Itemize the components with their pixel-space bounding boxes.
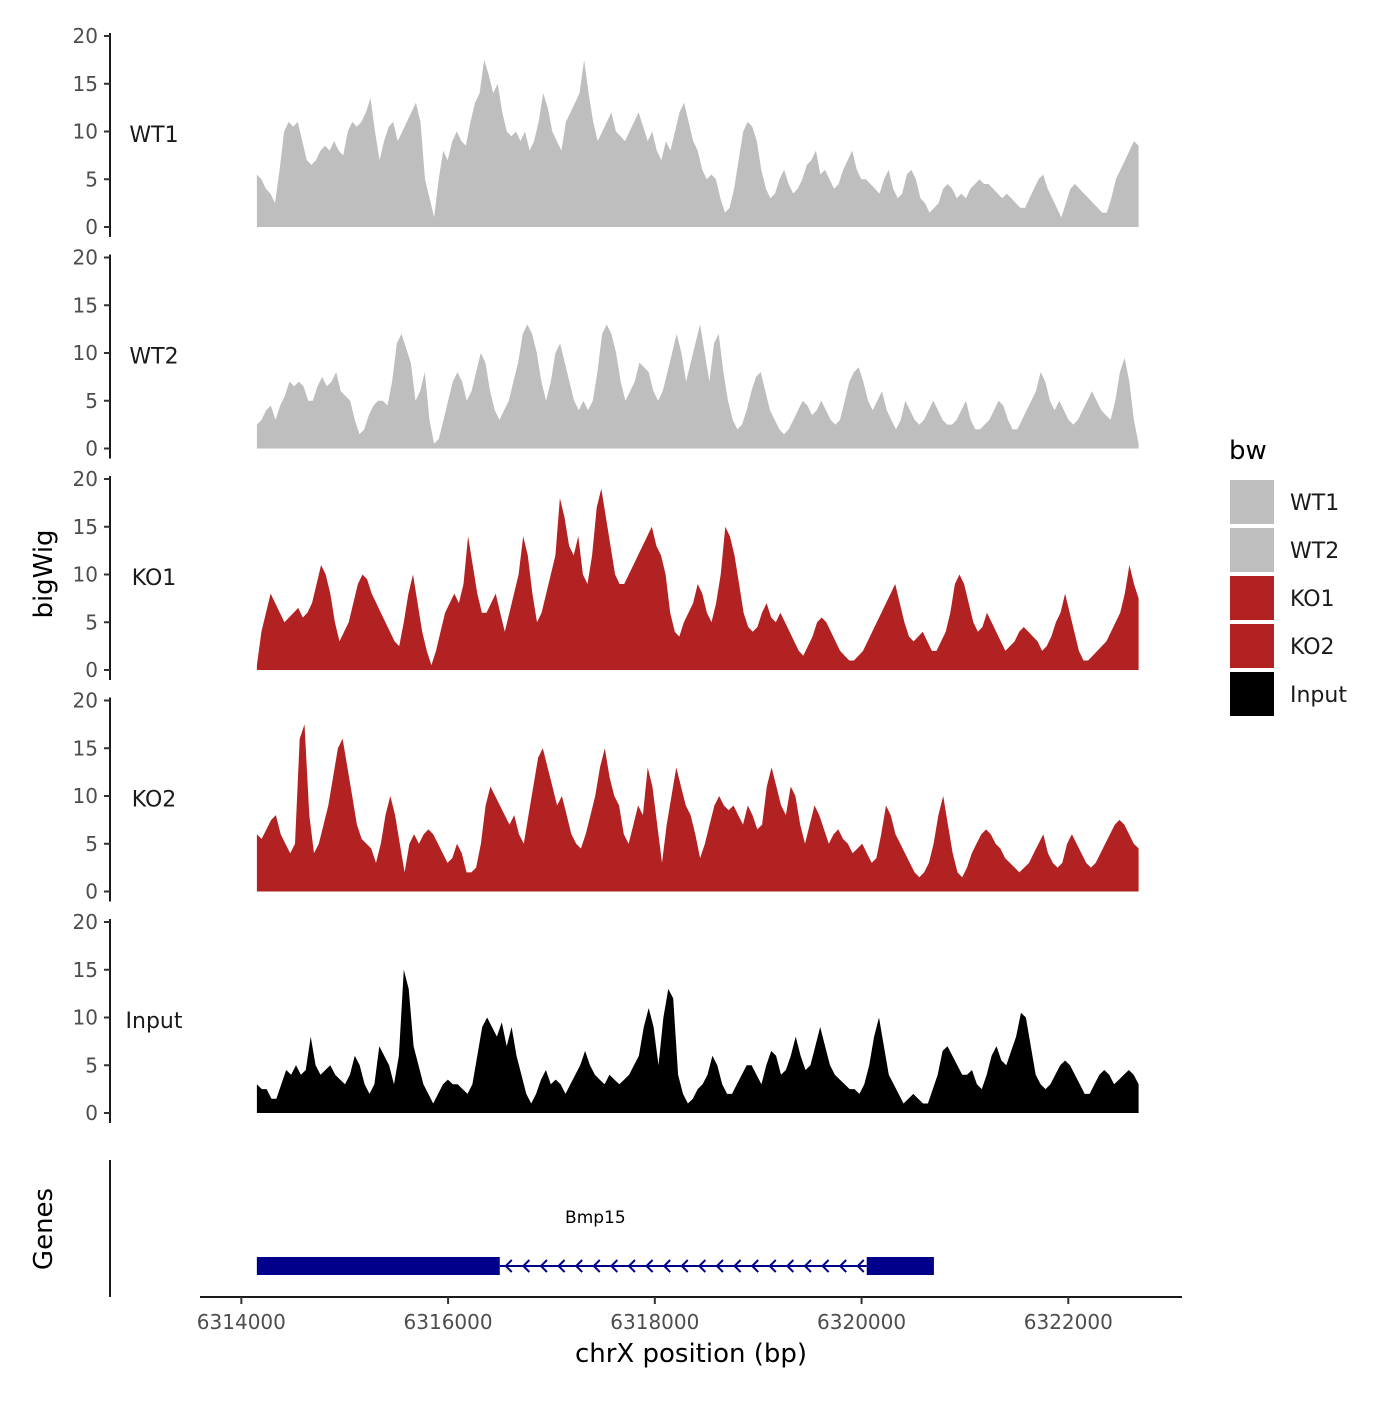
y-tick-label: 20 (73, 246, 98, 270)
y-tick-label: 0 (85, 437, 98, 461)
strand-arrow (715, 1259, 724, 1273)
y-tick-label: 5 (85, 389, 98, 413)
track-label-ko1: KO1 (132, 566, 177, 591)
y-tick-label: 10 (73, 341, 98, 365)
x-tick-label: 6318000 (610, 1310, 699, 1334)
track-panel-ko1: 0 5 10 15 20 KO1 (73, 467, 1139, 682)
strand-arrow (627, 1259, 636, 1273)
legend: bw WT1 WT2 KO1 KO2 Input (1229, 436, 1347, 716)
legend-label-ko2: KO2 (1290, 635, 1335, 660)
y-tick-label: 5 (85, 167, 98, 191)
strand-arrow (504, 1259, 513, 1273)
coverage-area-ko1 (256, 488, 1139, 670)
y-tick-label: 20 (73, 467, 98, 491)
strand-arrow (768, 1259, 777, 1273)
legend-key-ko2 (1230, 624, 1274, 668)
x-tick-label: 6314000 (197, 1310, 286, 1334)
x-tick-label: 6322000 (1024, 1310, 1113, 1334)
legend-key-input (1230, 672, 1274, 716)
strand-arrow (821, 1259, 830, 1273)
y-tick-label: 15 (73, 958, 98, 982)
track-panel-input: 0 5 10 15 20 Input (73, 910, 1139, 1125)
gene-name-label: Bmp15 (565, 1208, 626, 1228)
coverage-area-wt1 (256, 59, 1139, 228)
strand-arrow (539, 1259, 548, 1273)
x-tick-label: 6320000 (817, 1310, 906, 1334)
legend-key-wt2 (1230, 528, 1274, 572)
coverage-area-ko2 (256, 724, 1139, 892)
legend-items: WT1 WT2 KO1 KO2 Input (1230, 480, 1347, 716)
y-tick-label: 0 (85, 1101, 98, 1125)
track-label-wt1: WT1 (129, 123, 178, 148)
strand-arrow (733, 1259, 742, 1273)
x-axis: 6314000 6316000 6318000 6320000 6322000 chrX… (197, 1296, 1182, 1369)
track-label-input: Input (126, 1009, 183, 1034)
y-tick-label: 0 (85, 880, 98, 904)
legend-label-ko1: KO1 (1290, 587, 1335, 612)
track-panel-ko2: 0 5 10 15 20 KO2 (73, 689, 1139, 904)
legend-key-wt1 (1230, 480, 1274, 524)
gene-body (256, 1257, 934, 1275)
legend-key-ko1 (1230, 576, 1274, 620)
y-axis-title: bigWig (29, 529, 59, 618)
y-tick-label: 15 (73, 293, 98, 317)
gene-exon (866, 1257, 934, 1275)
legend-label-wt1: WT1 (1290, 491, 1339, 516)
y-tick-label: 15 (73, 72, 98, 96)
strand-arrow (592, 1259, 601, 1273)
gene-track-label: Genes (29, 1188, 59, 1270)
y-tick-label: 5 (85, 832, 98, 856)
x-axis-title: chrX position (bp) (575, 1339, 807, 1369)
x-axis-ticks: 6314000 6316000 6318000 6320000 6322000 (197, 1297, 1113, 1334)
strand-arrow (856, 1259, 865, 1273)
y-tick-label: 15 (73, 515, 98, 539)
track-panel-wt2: 0 5 10 15 20 WT2 (73, 246, 1139, 461)
y-tick-label: 20 (73, 689, 98, 713)
strand-arrow (697, 1259, 707, 1273)
strand-arrow (521, 1259, 531, 1273)
gene-track: Genes Bmp15 (29, 1160, 934, 1297)
track-panel-wt1: 0 5 10 15 20 WT1 (73, 24, 1139, 239)
coverage-area-wt2 (256, 324, 1139, 449)
y-tick-label: 20 (73, 24, 98, 48)
strand-arrow (574, 1259, 583, 1273)
gene-exon (256, 1257, 500, 1275)
track-label-wt2: WT2 (129, 345, 178, 370)
y-tick-label: 20 (73, 910, 98, 934)
strand-arrow (750, 1259, 759, 1273)
strand-arrow (785, 1259, 795, 1273)
legend-label-input: Input (1290, 683, 1347, 708)
track-panels: 0 5 10 15 20 WT1 0 5 10 15 20 WT2 0 5 10 15 20 KO1 0 5 10 15 2… (73, 24, 1139, 1125)
strand-arrow (645, 1259, 654, 1273)
coverage-area-input (256, 969, 1139, 1113)
y-tick-label: 10 (73, 120, 98, 144)
legend-label-wt2: WT2 (1290, 539, 1339, 564)
y-tick-label: 10 (73, 784, 98, 808)
x-tick-label: 6316000 (404, 1310, 493, 1334)
y-tick-label: 10 (73, 563, 98, 587)
y-tick-label: 15 (73, 736, 98, 760)
y-tick-label: 0 (85, 658, 98, 682)
track-label-ko2: KO2 (132, 788, 177, 813)
y-tick-label: 5 (85, 610, 98, 634)
strand-arrow (838, 1259, 847, 1273)
strand-arrow (680, 1259, 689, 1273)
y-tick-label: 0 (85, 215, 98, 239)
y-tick-label: 5 (85, 1053, 98, 1077)
strand-arrow (803, 1259, 812, 1273)
legend-title: bw (1229, 436, 1267, 466)
strand-arrow (662, 1259, 671, 1273)
strand-arrow (609, 1259, 619, 1273)
strand-arrow (557, 1259, 566, 1273)
y-tick-label: 10 (73, 1006, 98, 1030)
